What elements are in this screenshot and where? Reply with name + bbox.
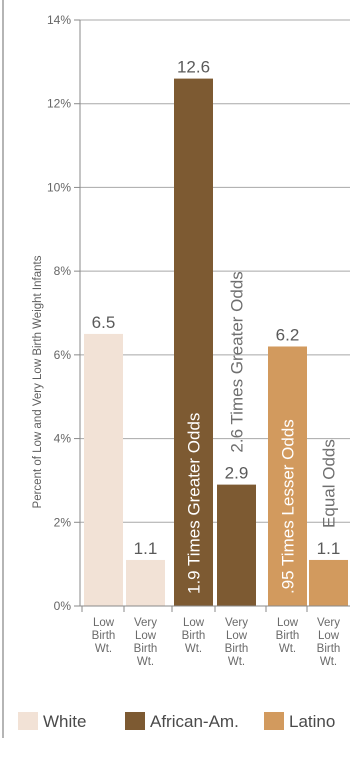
legend-item: White: [18, 712, 86, 731]
y-tick-label: 10%: [47, 180, 71, 194]
y-tick-label: 2%: [54, 515, 72, 529]
bar: [126, 559, 165, 606]
y-tick-label: 4%: [54, 432, 72, 446]
bars: [84, 78, 348, 607]
value-labels: 6.5 1.1 12.6 2.9 6.2 1.1: [92, 58, 341, 558]
bar-annotation: .95 Times Lesser Odds: [279, 419, 298, 594]
x-tick-label: Very Low Birth Wt.: [134, 617, 158, 668]
y-tick-label: 14%: [47, 13, 71, 27]
axes: 0% 2% 4% 6% 8% 10% 12% 14%: [47, 13, 350, 613]
x-tick-label: Low Birth Wt.: [276, 617, 300, 655]
legend-label: Latino: [289, 712, 335, 731]
legend-label: African-Am.: [150, 712, 239, 731]
y-tick-label: 12%: [47, 97, 71, 111]
data-label: 1.1: [134, 539, 158, 558]
y-axis-label: Percent of Low and Very Low Birth Weight…: [32, 255, 44, 508]
bar-annotation: 1.9 Times Greater Odds: [185, 413, 204, 594]
category-labels: Low Birth Wt. Very Low Birth Wt. Low Birth Wt. Ver…: [92, 617, 341, 668]
bar: [217, 484, 256, 606]
x-tick-label: Low Birth Wt.: [92, 617, 116, 655]
x-tick-label: Very Low Birth Wt.: [225, 617, 249, 668]
data-label: 6.5: [92, 313, 116, 332]
x-tick-label: Very Low Birth Wt.: [317, 617, 341, 668]
data-label: 6.2: [276, 325, 300, 344]
bar: [84, 333, 123, 606]
y-tick-label: 0%: [54, 599, 72, 613]
data-label: 1.1: [317, 539, 341, 558]
data-label: 2.9: [225, 464, 249, 483]
data-label: 12.6: [177, 58, 210, 77]
gridlines: [80, 19, 350, 523]
bar-annotation: Equal Odds: [320, 439, 339, 528]
bar: [309, 559, 348, 606]
annotations: 1.9 Times Greater Odds 2.6 Times Greater …: [185, 271, 339, 594]
bar: [268, 346, 307, 606]
legend-swatch: [125, 712, 145, 730]
x-tick-label: Low Birth Wt.: [182, 617, 206, 655]
legend-swatch: [18, 712, 38, 730]
legend-item: African-Am.: [125, 712, 239, 731]
bar-annotation: 2.6 Times Greater Odds: [228, 271, 247, 452]
legend-item: Latino: [264, 712, 335, 731]
legend-label: White: [43, 712, 86, 731]
legend-swatch: [264, 712, 284, 730]
legend: White African-Am. Latino: [18, 712, 335, 731]
y-tick-label: 8%: [54, 264, 72, 278]
y-tick-label: 6%: [54, 348, 72, 362]
bar: [174, 78, 213, 607]
